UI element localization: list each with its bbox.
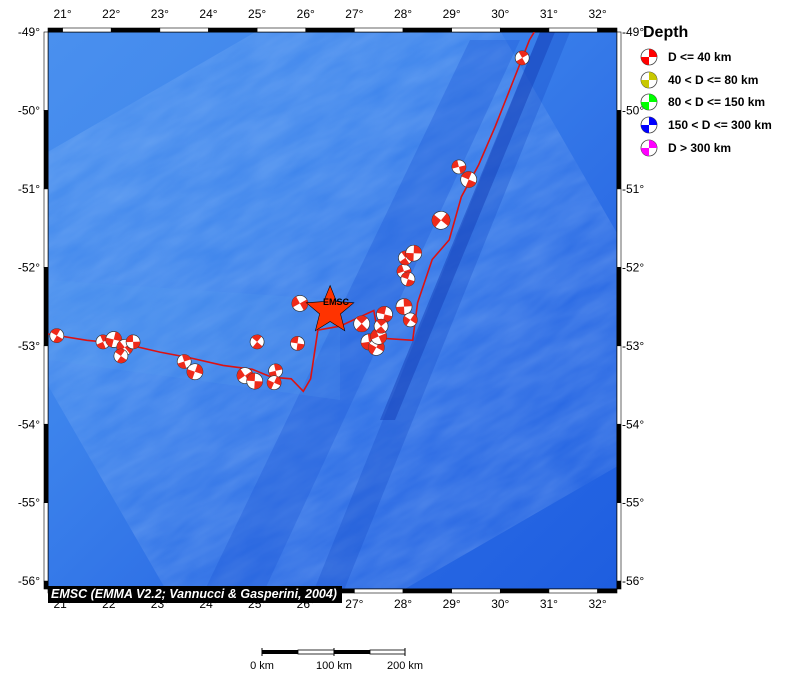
legend-item: D > 300 km (640, 136, 786, 159)
focal-mechanism (373, 318, 389, 334)
focal-mechanism (290, 336, 305, 351)
focal-mechanism (246, 372, 264, 390)
focal-mechanism (405, 244, 423, 262)
focal-mechanism (176, 354, 192, 369)
longitude-tick-label: 27° (345, 597, 363, 611)
latitude-tick-label: -54° (18, 417, 40, 431)
longitude-tick-label: 32° (588, 597, 606, 611)
longitude-tick-label: 23° (151, 7, 169, 21)
beachball-green-icon (640, 94, 658, 111)
scale-label-100: 100 km (315, 660, 353, 672)
left-latitude-labels: -49° -50° -51° -52° -53° -54° -55° -56° (18, 25, 40, 588)
longitude-tick-label: 21° (54, 7, 72, 21)
scale-bar (261, 648, 406, 656)
legend-item: 40 < D <= 80 km (640, 69, 786, 92)
beachball-magenta-icon (640, 139, 658, 157)
longitude-tick-label: 22° (102, 7, 120, 21)
top-longitude-labels: 21° 22° 23° 24° 25° 26° 27° 28° 29° 30° 31° 32° (54, 7, 607, 21)
longitude-tick-label: 26° (297, 7, 315, 21)
focal-mechanism (186, 363, 204, 381)
legend-item: 150 < D <= 300 km (640, 114, 786, 137)
focal-mechanism (49, 328, 65, 343)
focal-mechanism (353, 315, 371, 333)
focal-mechanism (402, 312, 418, 328)
longitude-tick-label: 30° (491, 7, 509, 21)
credit-label: EMSC (EMMA V2.2; Vannucci & Gasperini, 2… (48, 586, 342, 603)
latitude-tick-label: -49° (18, 25, 40, 39)
longitude-tick-label: 28° (394, 7, 412, 21)
beachball-yellow-icon (640, 71, 658, 89)
longitude-tick-label: 31° (540, 7, 558, 21)
latitude-tick-label: -53° (622, 339, 644, 353)
legend-label: D <= 40 km (668, 50, 732, 65)
focal-mechanism (291, 295, 309, 312)
latitude-tick-label: -53° (18, 339, 40, 353)
beachball-red-icon (640, 48, 658, 66)
legend-item: D <= 40 km (640, 46, 786, 69)
frame-top-scale (47, 27, 618, 33)
focal-mechanism (249, 334, 265, 350)
legend-title: Depth (643, 24, 689, 41)
latitude-tick-label: -50° (622, 103, 644, 117)
focal-mechanism (113, 348, 129, 364)
right-latitude-labels: -49° -50° -51° -52° -53° -54° -55° -56° (622, 25, 644, 588)
latitude-tick-label: -51° (622, 182, 644, 196)
beachball-blue-icon (640, 116, 658, 134)
depth-legend: Depth D <= 40 km 40 < D <= 80 km 80 < D … (640, 24, 786, 159)
frame-left-scale (43, 31, 49, 590)
legend-label: D > 300 km (668, 140, 732, 155)
latitude-tick-label: -50° (18, 103, 40, 117)
latitude-tick-label: -56° (18, 574, 40, 588)
latitude-tick-label: -51° (18, 182, 40, 196)
scale-label-200: 200 km (386, 660, 424, 672)
longitude-tick-label: 31° (540, 597, 558, 611)
legend-label: 150 < D <= 300 km (668, 118, 772, 133)
latitude-tick-label: -52° (622, 260, 644, 274)
focal-mechanisms-layer (49, 50, 530, 391)
latitude-tick-label: -54° (622, 417, 644, 431)
longitude-tick-label: 29° (443, 597, 461, 611)
legend-label: 40 < D <= 80 km (668, 72, 759, 87)
focal-mechanism (400, 271, 416, 287)
longitude-tick-label: 29° (443, 7, 461, 21)
longitude-tick-label: 27° (345, 7, 363, 21)
focal-mechanism (395, 298, 413, 315)
scale-label-0: 0 km (250, 660, 274, 672)
latitude-tick-label: -55° (18, 496, 40, 510)
epicenter-star (305, 284, 355, 332)
focal-mechanism (431, 210, 451, 230)
legend-item: 80 < D <= 150 km (640, 91, 786, 114)
latitude-tick-label: -49° (622, 25, 644, 39)
focal-mechanism (125, 334, 141, 350)
focal-mechanism (514, 50, 530, 66)
longitude-tick-label: 24° (199, 7, 217, 21)
longitude-tick-label: 32° (588, 7, 606, 21)
longitude-tick-label: 30° (491, 597, 509, 611)
focal-mechanism (460, 171, 478, 188)
epicenter-label: EMSC (322, 297, 349, 307)
longitude-tick-label: 25° (248, 7, 266, 21)
latitude-tick-label: -55° (622, 496, 644, 510)
focal-mechanism (266, 375, 282, 391)
latitude-tick-label: -56° (622, 574, 644, 588)
longitude-tick-label: 28° (394, 597, 412, 611)
frame-right-scale (616, 31, 622, 590)
focal-mechanism (451, 159, 467, 175)
latitude-tick-label: -52° (18, 260, 40, 274)
legend-label: 80 < D <= 150 km (668, 95, 766, 110)
